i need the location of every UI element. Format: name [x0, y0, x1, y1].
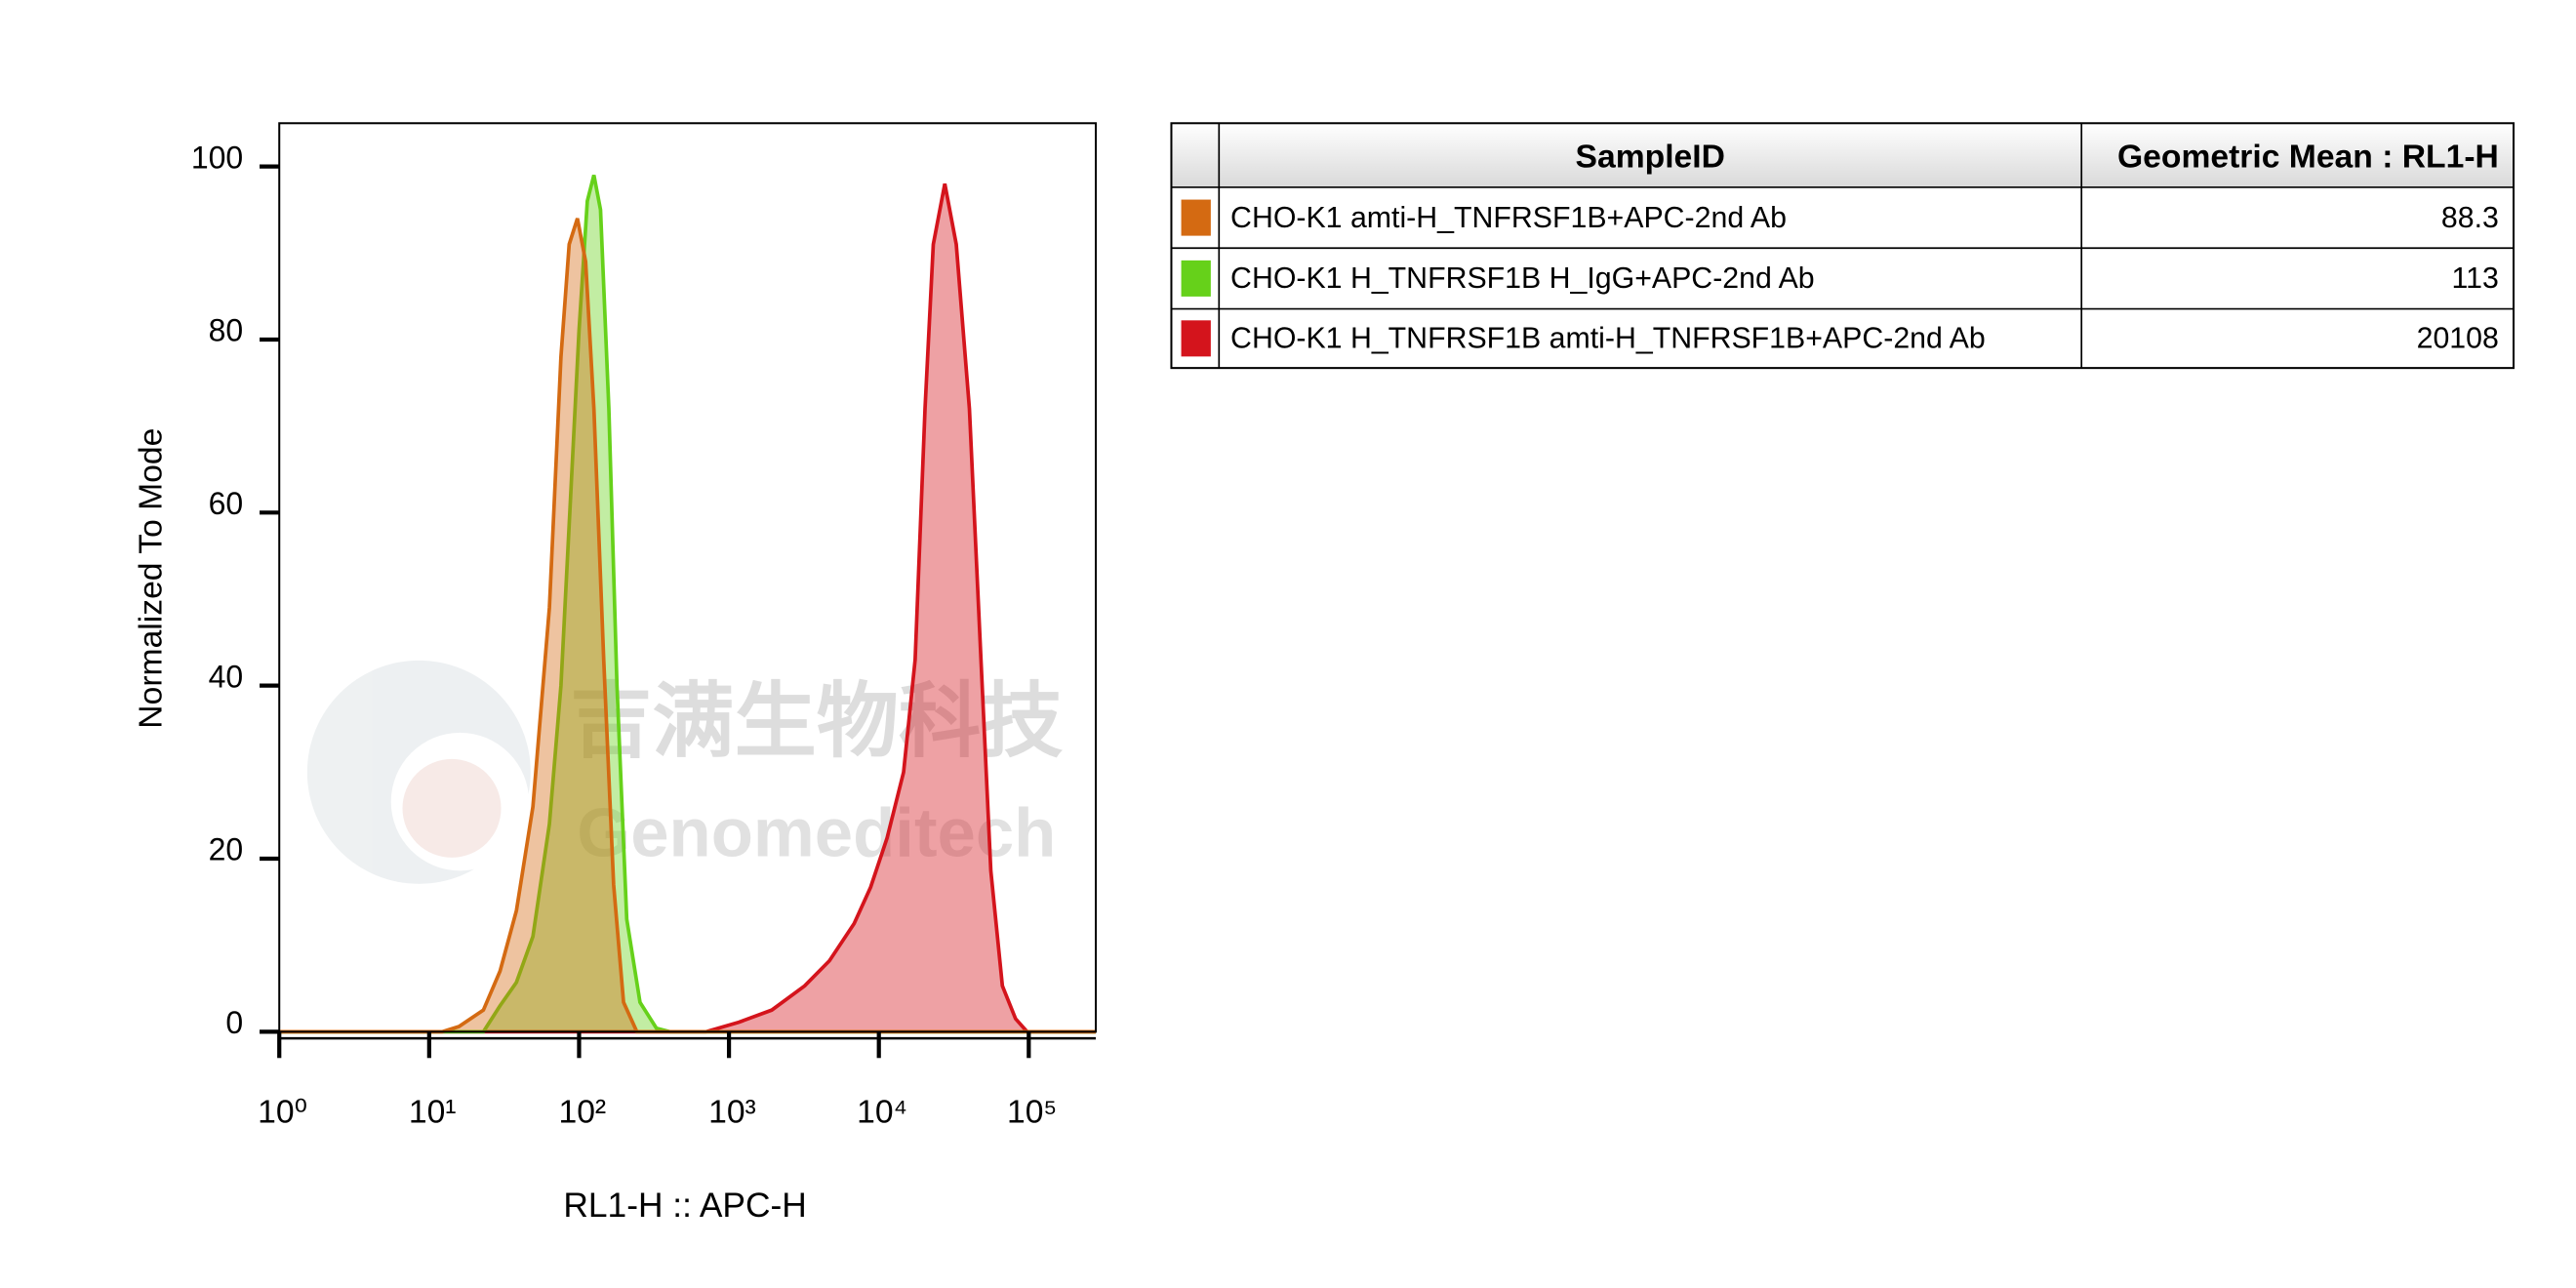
table-value: 88.3	[2441, 202, 2499, 234]
y-tick-label: 80	[209, 313, 244, 348]
y-tick-label: 60	[209, 486, 244, 521]
watermark-text: Genomeditech	[577, 793, 1056, 870]
watermark-logo	[402, 758, 502, 858]
x-tick-label: 10⁰	[258, 1094, 307, 1130]
histogram-line	[279, 183, 1097, 1034]
x-tick-label: 10¹	[409, 1094, 457, 1130]
legend-swatch	[1181, 320, 1211, 357]
plot-frame	[278, 122, 1098, 1033]
x-tick-label: 10⁵	[1007, 1094, 1057, 1130]
legend-swatch	[1181, 260, 1211, 297]
legend-label: CHO-K1 amti-H_TNFRSF1B+APC-2nd Ab	[1230, 202, 1787, 234]
y-tick-label: 100	[191, 140, 243, 175]
y-axis-label: Normalized To Mode	[133, 428, 169, 729]
table-value: 113	[2452, 262, 2499, 295]
watermark-text: 吉满生物科技	[570, 675, 1063, 767]
y-tick-label: 40	[209, 659, 244, 694]
x-tick-label: 10⁴	[857, 1094, 907, 1130]
x-tick-label: 10²	[559, 1094, 607, 1130]
table-value: 20108	[2417, 323, 2499, 355]
legend-label: CHO-K1 H_TNFRSF1B amti-H_TNFRSF1B+APC-2n…	[1230, 323, 1986, 355]
table-border	[1170, 122, 2516, 370]
table-header-bg	[1171, 123, 2515, 187]
histogram-area	[279, 183, 1097, 1032]
watermark: 吉满生物科技 Genomeditech	[306, 660, 1063, 884]
legend-swatch	[1181, 199, 1211, 236]
x-axis-label: RL1-H :: APC-H	[563, 1187, 806, 1225]
plot-area	[279, 175, 1097, 1034]
table-header: Geometric Mean : RL1-H	[2117, 139, 2499, 175]
table-header: SampleID	[1576, 139, 1725, 175]
y-tick-label: 0	[225, 1005, 243, 1040]
x-tick-label: 10³	[708, 1094, 756, 1130]
histogram-line	[279, 218, 1097, 1034]
histogram-line	[279, 175, 1097, 1034]
legend-label: CHO-K1 H_TNFRSF1B H_IgG+APC-2nd Ab	[1230, 262, 1815, 295]
y-tick-label: 20	[209, 832, 244, 867]
legend-table: SampleID Geometric Mean : RL1-H CHO-K1 amt…	[1170, 122, 2516, 370]
